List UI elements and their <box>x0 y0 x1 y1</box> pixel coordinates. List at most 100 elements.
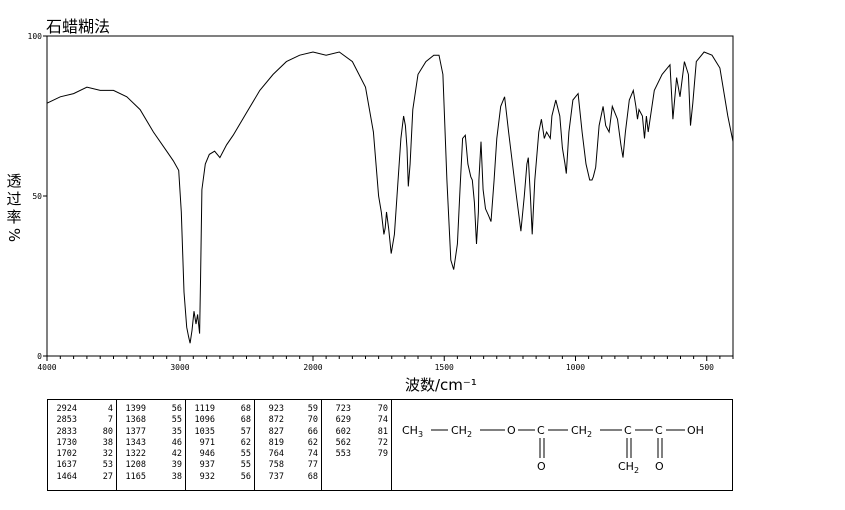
peak-transmittance: 55 <box>171 415 182 426</box>
peak-transmittance: 81 <box>377 426 388 437</box>
peak-wavenumber: 723 <box>335 404 351 414</box>
peak-transmittance: 55 <box>240 449 251 460</box>
peak-transmittance: 56 <box>240 471 251 482</box>
x-axis-label: 波数/cm⁻¹ <box>405 376 477 394</box>
peak-wavenumber: 1096 <box>194 415 215 426</box>
peak-row: 562 72 <box>325 438 388 449</box>
peak-row: 2924 4 <box>51 404 113 415</box>
peak-row: 1702 32 <box>51 449 113 460</box>
peak-wavenumber: 827 <box>268 426 284 437</box>
spectrum-line <box>46 51 734 344</box>
peak-transmittance: 74 <box>377 415 388 426</box>
peak-wavenumber: 1377 <box>125 426 146 437</box>
atom-o: O <box>507 424 516 437</box>
peak-transmittance: 59 <box>307 404 318 414</box>
peak-row: 737 68 <box>258 472 318 483</box>
peak-wavenumber: 1208 <box>125 460 146 471</box>
peak-row: 758 77 <box>258 460 318 471</box>
peak-transmittance: 53 <box>102 460 113 471</box>
peak-row: 2833 80 <box>51 427 113 438</box>
peak-transmittance: 62 <box>307 437 318 448</box>
x-tick-label: 500 <box>700 363 715 372</box>
peak-wavenumber: 1702 <box>56 449 77 460</box>
peak-wavenumber: 629 <box>335 415 351 426</box>
peak-row: 1368 55 <box>120 415 182 426</box>
peak-wavenumber: 1119 <box>194 404 215 414</box>
peak-row: 1096 68 <box>189 415 251 426</box>
atom-c-ester: C <box>537 424 545 437</box>
y-tick-label: 100 <box>28 32 43 41</box>
peak-transmittance: 38 <box>102 437 113 448</box>
structure-drawing: CH3 CH2 O C O CH2 C CH2 C O OH <box>402 424 704 475</box>
peak-row: 1343 46 <box>120 438 182 449</box>
atom-ch2: CH2 <box>451 424 472 439</box>
peak-wavenumber: 2853 <box>56 415 77 426</box>
peak-column-1: 2924 4 2853 7 2833 80 1730 38 1702 32 1637 53 1464 27 <box>48 400 117 490</box>
peak-wavenumber: 923 <box>268 404 284 414</box>
peak-wavenumber: 758 <box>268 460 284 471</box>
peak-transmittance: 77 <box>307 460 318 471</box>
y-axis-label: 透过率% <box>5 172 23 243</box>
peak-transmittance: 57 <box>240 426 251 437</box>
peak-column-5: 723 70 629 74 602 81 562 72 553 79 <box>322 400 392 490</box>
peak-row: 1730 38 <box>51 438 113 449</box>
y-tick-label: 50 <box>32 192 42 201</box>
peak-row: 827 66 <box>258 427 318 438</box>
x-tick-label: 2000 <box>303 363 322 372</box>
peak-transmittance: 72 <box>377 437 388 448</box>
peak-row: 1322 42 <box>120 449 182 460</box>
peak-row: 1464 27 <box>51 472 113 483</box>
peak-row: 932 56 <box>189 472 251 483</box>
peak-wavenumber: 1165 <box>125 471 146 482</box>
peak-row: 1377 35 <box>120 427 182 438</box>
peak-transmittance: 62 <box>240 437 251 448</box>
peak-wavenumber: 1368 <box>125 415 146 426</box>
peak-row: 1208 39 <box>120 460 182 471</box>
peak-transmittance: 7 <box>107 415 113 426</box>
peak-wavenumber: 1343 <box>125 437 146 448</box>
peak-wavenumber: 562 <box>335 437 351 448</box>
peak-row: 971 62 <box>189 438 251 449</box>
peak-wavenumber: 1730 <box>56 437 77 448</box>
x-tick-label: 1500 <box>435 363 454 372</box>
peak-wavenumber: 1035 <box>194 426 215 437</box>
peak-row: 946 55 <box>189 449 251 460</box>
peak-row: 1119 68 <box>189 404 251 415</box>
plot-frame <box>46 35 734 357</box>
peak-row: 2853 7 <box>51 415 113 426</box>
x-tick-label: 4000 <box>37 363 56 372</box>
peak-wavenumber: 1399 <box>125 404 146 414</box>
peak-wavenumber: 764 <box>268 449 284 460</box>
peak-wavenumber: 946 <box>199 449 215 460</box>
x-tick-label: 1000 <box>566 363 585 372</box>
peak-wavenumber: 1464 <box>56 471 77 482</box>
peak-wavenumber: 737 <box>268 471 284 482</box>
peak-wavenumber: 819 <box>268 437 284 448</box>
peak-table: 2924 4 2853 7 2833 80 1730 38 1702 32 1637 53 1464 27… <box>47 399 733 491</box>
peak-transmittance: 42 <box>171 449 182 460</box>
peak-wavenumber: 971 <box>199 437 215 448</box>
peak-wavenumber: 932 <box>199 471 215 482</box>
peak-row: 1165 38 <box>120 472 182 483</box>
peak-transmittance: 4 <box>107 404 113 414</box>
peak-wavenumber: 2833 <box>56 426 77 437</box>
peak-row: 723 70 <box>325 404 388 415</box>
peak-transmittance: 70 <box>307 415 318 426</box>
atom-ch3: CH3 <box>402 424 423 439</box>
page-title: 石蜡糊法 <box>46 17 111 36</box>
peak-wavenumber: 1322 <box>125 449 146 460</box>
peak-transmittance: 38 <box>171 471 182 482</box>
peak-transmittance: 46 <box>171 437 182 448</box>
peak-transmittance: 35 <box>171 426 182 437</box>
peak-wavenumber: 2924 <box>56 404 77 414</box>
atom-o-carbonyl: O <box>537 460 546 473</box>
peak-transmittance: 56 <box>171 404 182 414</box>
x-axis-ticks: 4000 3000 2000 1500 1000 500 <box>37 356 734 372</box>
peak-transmittance: 68 <box>307 471 318 482</box>
atom-o-acid-carbonyl: O <box>655 460 664 473</box>
peak-row: 923 59 <box>258 404 318 415</box>
peak-row: 937 55 <box>189 460 251 471</box>
y-tick-label: 0 <box>37 352 42 361</box>
atom-c-acid: C <box>655 424 663 437</box>
peak-row: 1637 53 <box>51 460 113 471</box>
